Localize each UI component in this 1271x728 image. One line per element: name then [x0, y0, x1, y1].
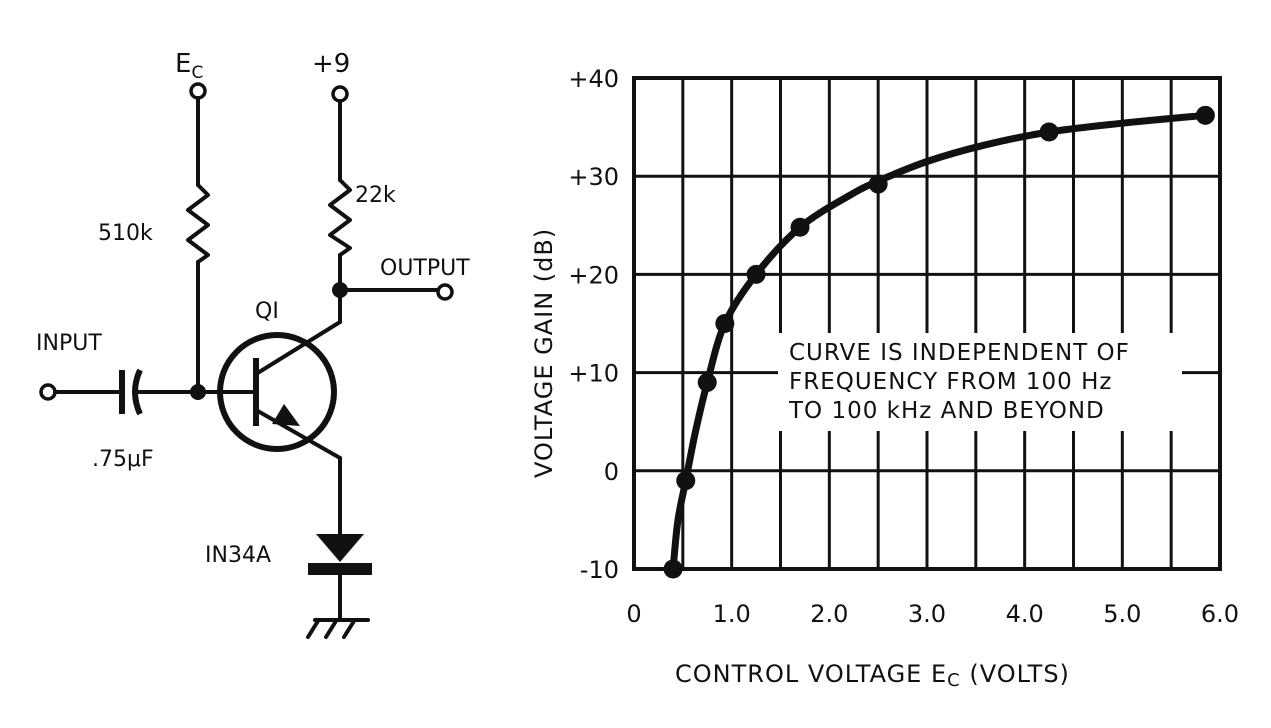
- base-node: [190, 384, 206, 400]
- y-axis-title: VOLTAGE GAIN (dB): [530, 228, 558, 478]
- supply-label: +9: [312, 49, 350, 79]
- data-point: [868, 174, 888, 194]
- data-point: [1195, 105, 1215, 125]
- x-tick-label: 5.0: [1103, 600, 1141, 628]
- emitter-arrow-icon: [272, 404, 300, 426]
- input-terminal: [39, 383, 57, 401]
- output-terminal: [436, 283, 454, 301]
- annotation-background: [778, 333, 1182, 431]
- diode-label: IN34A: [205, 543, 271, 568]
- data-point: [715, 314, 735, 333]
- transistor-envelope: [217, 332, 337, 452]
- transistor-emitter-lead: [254, 408, 342, 460]
- r1-label: 510k: [98, 221, 153, 246]
- y-tick-label: +10: [568, 360, 619, 388]
- data-point: [663, 559, 683, 579]
- output-label: OUTPUT: [380, 256, 470, 281]
- annotation-line-3: TO 100 kHz AND BEYOND: [788, 398, 1105, 424]
- diode-bar: [308, 563, 372, 575]
- ec-label: EC: [175, 49, 203, 83]
- input-label: INPUT: [36, 331, 102, 356]
- data-points: [663, 105, 1215, 579]
- data-point: [697, 372, 717, 392]
- transistor-label: QI: [255, 299, 279, 324]
- transistor-collector-lead: [254, 320, 342, 376]
- x-tick-labels: 0 1.0 2.0 3.0 4.0 5.0 6.0: [626, 600, 1239, 628]
- y-tick-label: -10: [580, 556, 619, 584]
- y-tick-label: +30: [568, 163, 619, 191]
- chart-grid: [634, 78, 1220, 569]
- y-tick-label: +40: [568, 65, 619, 93]
- capacitor-label: .75μF: [92, 447, 154, 472]
- y-tick-label: +20: [568, 261, 619, 289]
- data-point: [790, 217, 810, 237]
- resistor-510k: [186, 183, 210, 264]
- circuit-schematic: EC 510k +9 22k OUTPUT INPUT .75μF: [36, 49, 470, 639]
- annotation-line-2: FREQUENCY FROM 100 Hz: [789, 369, 1112, 395]
- x-axis-title: CONTROL VOLTAGE EC (VOLTS): [675, 660, 1070, 691]
- r2-label: 22k: [355, 183, 396, 208]
- gain-chart: 0 1.0 2.0 3.0 4.0 5.0 6.0 -100+10+20+30+40 CUR…: [530, 65, 1239, 691]
- data-point: [746, 264, 766, 284]
- x-tick-label: 4.0: [1006, 600, 1044, 628]
- resistor-22k: [328, 178, 352, 257]
- x-tick-label: 3.0: [908, 600, 946, 628]
- ec-terminal: [189, 82, 207, 100]
- diode-triangle-icon: [316, 534, 364, 562]
- y-tick-labels: -10 0 +10 +20 +30 +40: [568, 65, 619, 584]
- x-tick-label: 1.0: [713, 600, 751, 628]
- chart-frame: [632, 76, 1222, 571]
- supply-terminal: [331, 85, 349, 103]
- data-point: [1039, 122, 1059, 142]
- x-tick-label: 0: [626, 600, 641, 628]
- annotation-line-1: CURVE IS INDEPENDENT OF: [789, 340, 1130, 366]
- ground-icon: [306, 618, 370, 639]
- x-tick-label: 2.0: [810, 600, 848, 628]
- data-point: [676, 471, 696, 491]
- x-tick-label: 6.0: [1201, 600, 1239, 628]
- y-tick-label: 0: [604, 458, 619, 486]
